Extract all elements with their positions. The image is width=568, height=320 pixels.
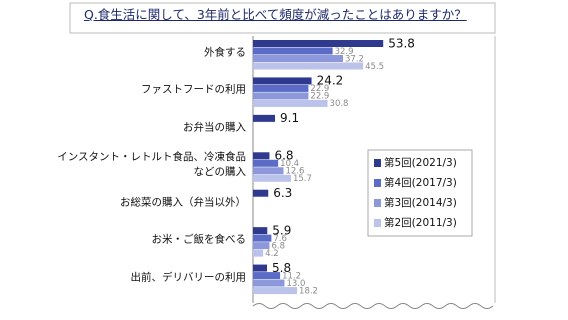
bar — [253, 77, 312, 85]
value-label: 18.2 — [299, 286, 318, 296]
category-label: お米・ご飯を食べる — [151, 233, 247, 246]
bar — [253, 40, 384, 47]
legend-swatch — [374, 159, 381, 167]
bar — [253, 174, 291, 182]
bar — [253, 189, 269, 197]
bar — [253, 159, 279, 167]
category-label: 出前、デリバリーの利用 — [130, 271, 247, 284]
bar — [253, 47, 333, 55]
bar — [253, 249, 264, 257]
value-label: 13.0 — [286, 279, 305, 289]
value-label: 4.2 — [265, 249, 279, 259]
legend-swatch — [374, 179, 381, 187]
bar — [253, 242, 270, 250]
value-label: 53.8 — [388, 36, 415, 50]
value-label: 6.3 — [273, 186, 292, 200]
bar — [253, 287, 298, 295]
category-label: 外食する — [204, 46, 246, 59]
bar — [253, 264, 268, 272]
legend-label: 第3回(2014/3) — [384, 196, 457, 209]
value-label: 5.9 — [272, 223, 291, 237]
title-box — [69, 2, 496, 34]
value-label: 12.6 — [285, 167, 304, 177]
value-label: 22.9 — [310, 84, 329, 94]
value-label: 7.6 — [273, 234, 287, 244]
bar — [253, 167, 284, 175]
bar — [253, 92, 309, 100]
legend-swatch — [374, 219, 381, 227]
value-label: 5.8 — [272, 261, 291, 275]
legend-label: 第2回(2011/3) — [384, 216, 457, 229]
value-label: 32.9 — [335, 47, 354, 57]
bar — [253, 62, 364, 70]
value-label: 9.1 — [280, 111, 299, 125]
value-label: 15.7 — [293, 174, 312, 184]
value-label: 22.9 — [310, 92, 329, 102]
category-label: お総菜の購入（弁当以外） — [120, 196, 246, 209]
bar — [253, 55, 344, 62]
value-label: 45.5 — [365, 62, 384, 72]
category-label: ファストフードの利用 — [141, 83, 246, 96]
legend-box — [367, 149, 473, 237]
value-label: 6.8 — [274, 149, 293, 163]
legend-label: 第5回(2021/3) — [384, 156, 457, 169]
bar — [253, 84, 309, 92]
bar — [253, 99, 328, 107]
value-label: 37.2 — [345, 54, 364, 64]
value-label: 30.8 — [330, 99, 349, 109]
category-label: インスタント・レトルト食品、冷凍食品 などの購入 — [57, 151, 246, 179]
bar — [253, 279, 285, 287]
value-label: 24.2 — [317, 74, 344, 88]
chart-title: Q.食生活に関して、3年前と比べて頻度が減ったことはありますか？ — [84, 7, 467, 22]
value-label: 10.4 — [280, 159, 299, 169]
bar — [253, 114, 276, 122]
legend-label: 第4回(2017/3) — [384, 176, 457, 189]
bar — [253, 272, 281, 280]
category-label: お弁当の購入 — [183, 121, 246, 134]
bar — [253, 152, 270, 160]
axis-break — [252, 303, 494, 309]
legend-swatch — [374, 199, 381, 207]
bar — [253, 227, 268, 235]
value-label: 11.2 — [282, 271, 301, 281]
value-label: 6.8 — [271, 241, 285, 251]
bar — [253, 234, 272, 242]
